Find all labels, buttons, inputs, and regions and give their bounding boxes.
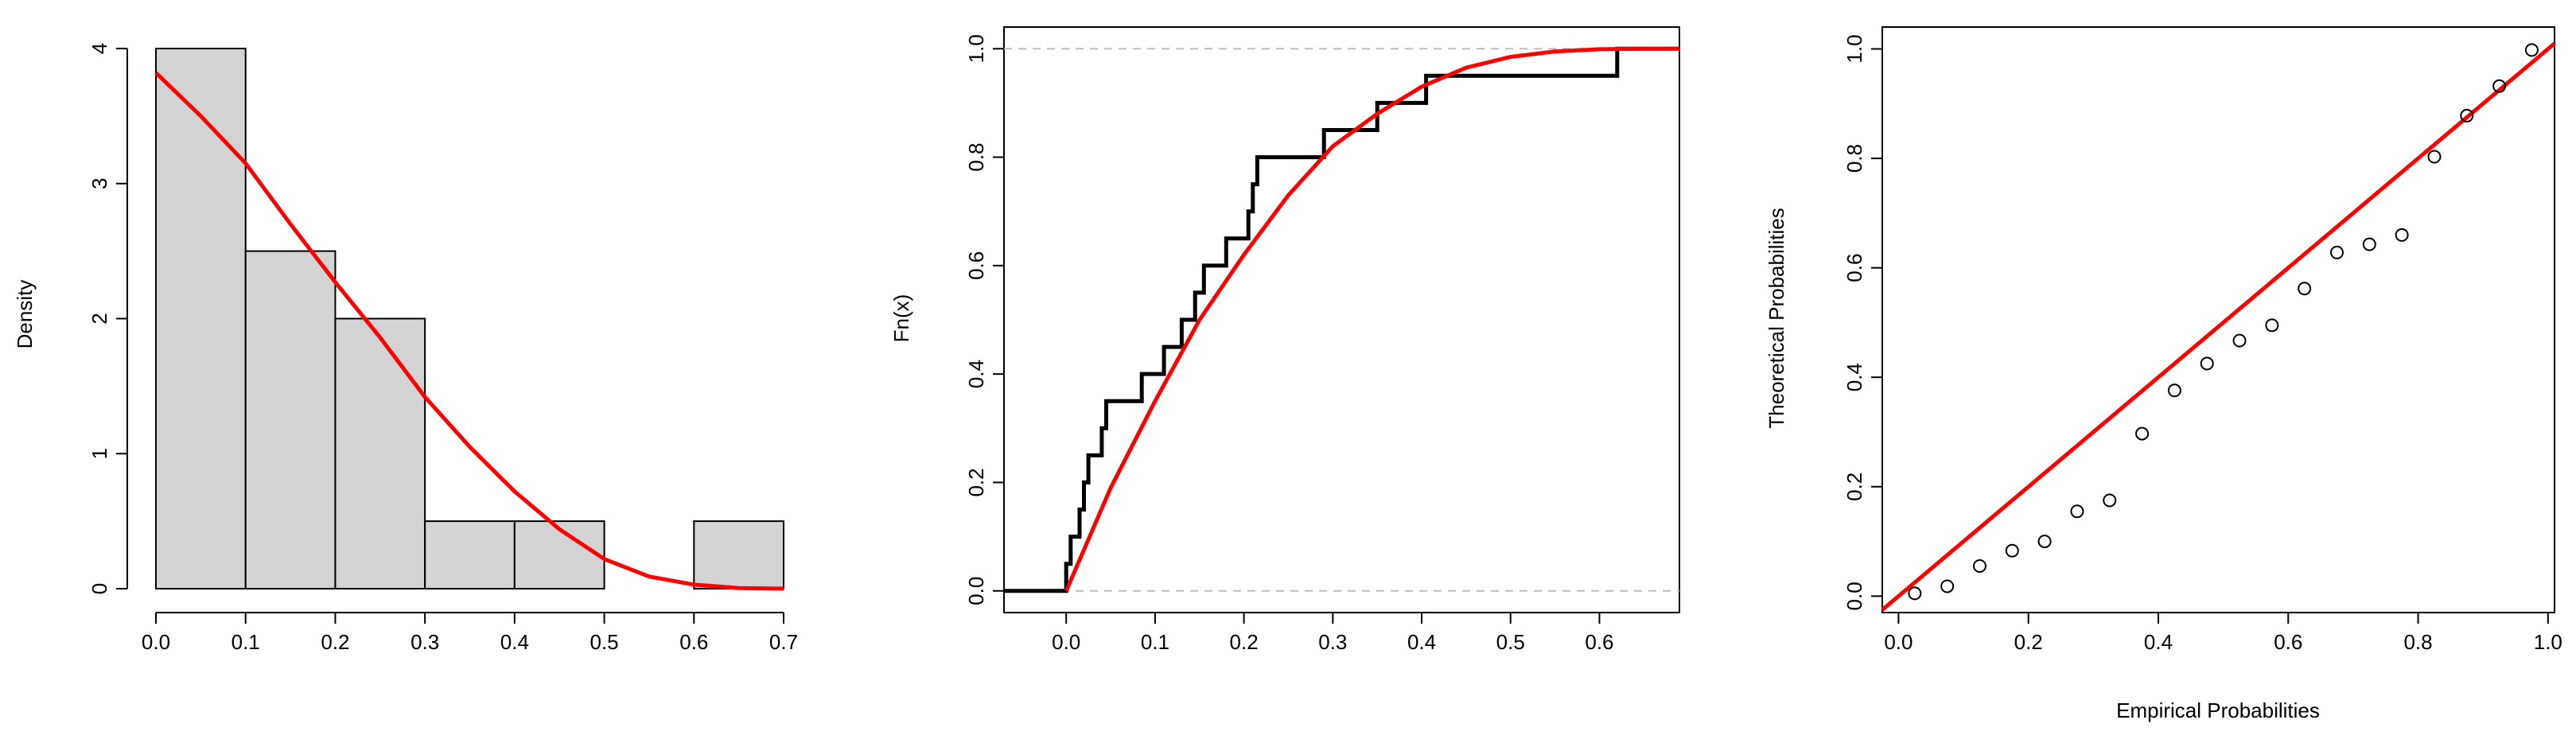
pp-point [2103,494,2115,506]
1-x-tick-label: 0.4 [1407,630,1436,654]
histogram-bar [335,319,425,589]
pp-point [2364,239,2376,251]
pp-x-ticks: 0.0 0.2 0.4 0.6 0.8 1.0 [1884,613,2562,654]
pp-point [2266,319,2278,331]
pp-x-label: Empirical Probabilities [2116,698,2320,722]
pp-point [2298,282,2310,294]
histogram-bars [156,49,784,589]
2-x-tick-label: 0.6 [2274,630,2302,654]
ecdf-y-tick-label: 0.0 [964,577,988,605]
pp-y-ticks: 0.0 0.2 0.4 0.6 0.8 1.0 [1843,34,1882,610]
histogram-y-tick-label: 4 [88,43,111,54]
histogram-y-tick-label: 3 [88,178,111,189]
pp-point [1974,560,1986,572]
pp-y-label: Theoretical Probabilities [1765,208,1788,428]
histogram-x-ticks: 0.0 0.1 0.2 0.3 0.4 0.5 0.6 0.7 [142,613,798,654]
1-x-tick-label: 0.3 [1318,630,1347,654]
pp-y-tick-label: 0.4 [1843,363,1866,391]
2-x-tick-label: 0.4 [2144,630,2173,654]
pp-point [2039,535,2051,547]
pp-point [2331,247,2343,259]
1-x-tick-label: 0.6 [1585,630,1613,654]
2-x-tick-label: 0.8 [2403,630,2432,654]
ecdf-y-tick-label: 0.2 [964,468,988,496]
0-x-tick-label: 0.6 [679,630,708,654]
ecdf-y-tick-label: 0.4 [964,360,988,388]
0-x-tick-label: 0.2 [321,630,349,654]
pp-y-tick-label: 0.8 [1843,144,1866,173]
2-x-tick-label: 0.2 [2014,630,2043,654]
pp-point [2396,229,2408,241]
0-x-tick-label: 0.1 [232,630,260,654]
0-x-tick-label: 0.7 [769,630,798,654]
0-x-tick-label: 0.0 [142,630,170,654]
histogram-y-tick-label: 1 [88,448,111,459]
ecdf-y-tick-label: 0.6 [964,251,988,280]
histogram-bar [425,521,515,589]
ecdf-y-label: Fn(x) [889,294,913,343]
pp-y-tick-label: 1.0 [1843,34,1866,63]
pp-point [2006,545,2018,557]
pp-y-tick-label: 0.0 [1843,582,1866,610]
ecdf-step-line [1004,49,1679,590]
pp-point [2136,428,2148,440]
ecdf-plot-box [1004,27,1679,613]
0-x-tick-label: 0.3 [411,630,439,654]
pp-point [2428,151,2440,163]
ecdf-x-ticks: 0.0 0.1 0.2 0.3 0.4 0.5 0.6 [1052,613,1613,654]
histogram-bar [694,521,784,589]
0-x-tick-label: 0.5 [590,630,618,654]
pp-point [2201,358,2213,370]
pp-point [1941,580,1953,592]
2-x-tick-label: 1.0 [2534,630,2562,654]
pp-point [2169,384,2181,396]
pp-y-tick-label: 0.2 [1843,473,1866,501]
histogram-y-tick-label: 0 [88,583,111,594]
pp-point [1909,587,1920,599]
0-x-tick-label: 0.4 [500,630,529,654]
ecdf-y-tick-label: 0.8 [964,142,988,171]
histogram-y-label: Density [13,280,37,349]
histogram-y-ticks: 0 1 2 3 4 [88,43,127,594]
ecdf-y-ticks: 0.0 0.2 0.4 0.6 0.8 1.0 [964,34,1004,605]
1-x-tick-label: 0.0 [1052,630,1080,654]
pp-reference-line [1882,44,2555,610]
pp-panel: 0.0 0.2 0.4 0.6 0.8 1.0 0.0 0.2 0.4 0.6 0.8 1.0 Th… [1765,27,2562,722]
pp-point [2526,44,2538,56]
histogram-bar [156,49,246,589]
histogram-bar [246,251,336,589]
histogram-y-tick-label: 2 [88,313,111,324]
2-x-tick-label: 0.0 [1884,630,1913,654]
ecdf-panel: 0.0 0.1 0.2 0.3 0.4 0.5 0.6 0.0 0.2 0.4 0.6 0.8 1.0… [889,27,1679,654]
1-x-tick-label: 0.2 [1230,630,1259,654]
ecdf-y-tick-label: 1.0 [964,34,988,63]
1-x-tick-label: 0.5 [1496,630,1525,654]
pp-y-tick-label: 0.6 [1843,254,1866,282]
pp-point [2071,505,2083,517]
histogram-panel: 0.0 0.1 0.2 0.3 0.4 0.5 0.6 0.7 0 1 2 3 4 Density [13,43,798,654]
1-x-tick-label: 0.1 [1141,630,1169,654]
pp-point [2234,335,2246,347]
